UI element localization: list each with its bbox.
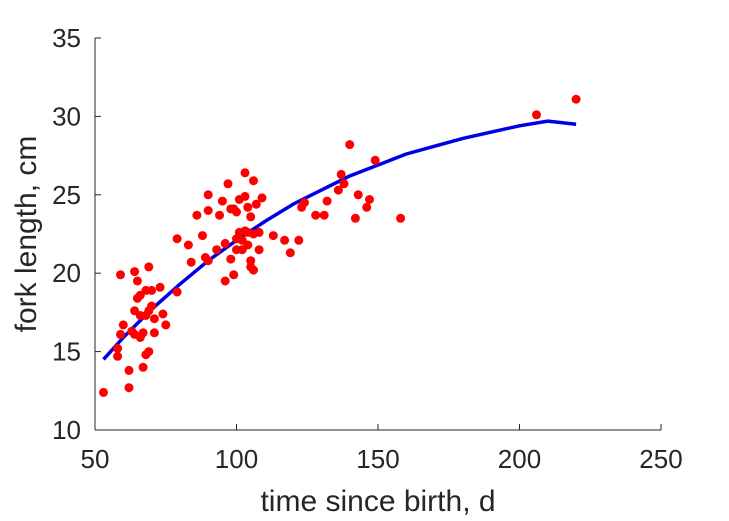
data-point	[147, 301, 157, 311]
data-point	[268, 231, 278, 241]
y-tick-label: 10	[52, 415, 81, 445]
data-point	[116, 270, 125, 280]
data-point	[144, 347, 154, 357]
data-point	[226, 254, 236, 264]
data-point	[243, 240, 253, 250]
data-point	[172, 234, 182, 244]
data-point	[257, 193, 267, 203]
data-point	[322, 196, 332, 206]
data-point	[280, 235, 290, 245]
y-tick-label: 15	[52, 337, 81, 367]
data-point	[249, 176, 258, 186]
data-point	[362, 202, 372, 212]
data-point	[333, 185, 343, 195]
data-point	[116, 329, 125, 339]
data-point	[172, 287, 182, 297]
x-axis-label: time since birth, d	[260, 485, 495, 518]
y-axis-label: fork length, cm	[10, 136, 43, 333]
data-point	[339, 179, 349, 189]
data-point	[299, 198, 309, 208]
data-point	[229, 270, 239, 280]
data-point	[246, 256, 256, 266]
data-point	[130, 267, 140, 277]
data-point	[192, 210, 202, 220]
data-point	[215, 210, 224, 220]
data-point	[251, 199, 261, 209]
data-point	[183, 240, 193, 250]
x-tick-label: 50	[81, 444, 110, 474]
y-tick-label: 35	[52, 23, 81, 53]
data-point	[124, 365, 134, 375]
data-point	[232, 207, 241, 217]
data-point	[158, 309, 168, 319]
data-point	[532, 110, 541, 120]
data-point	[336, 169, 346, 179]
data-point	[149, 328, 159, 338]
x-tick-label: 250	[639, 444, 682, 474]
data-point	[138, 328, 148, 338]
data-point	[203, 256, 213, 266]
data-point	[246, 212, 256, 222]
data-point	[223, 179, 233, 189]
y-tick-label: 30	[52, 101, 81, 131]
data-point	[240, 168, 250, 178]
data-point	[311, 210, 321, 220]
data-point	[203, 190, 213, 200]
data-point	[285, 248, 295, 258]
y-tick-label: 20	[52, 258, 81, 288]
data-point	[149, 314, 159, 324]
data-point	[118, 320, 128, 330]
data-point	[132, 276, 142, 286]
x-tick-label: 150	[356, 444, 399, 474]
x-tick-label: 200	[498, 444, 541, 474]
data-point	[198, 231, 207, 241]
data-point	[124, 383, 134, 393]
data-point	[155, 282, 165, 292]
ticks	[94, 37, 662, 431]
data-point	[350, 213, 360, 223]
data-point	[240, 191, 250, 201]
data-point	[345, 140, 355, 150]
data-point	[161, 320, 171, 330]
data-point	[144, 262, 154, 272]
data-point	[396, 213, 406, 223]
data-point	[212, 245, 222, 255]
y-tick-label: 25	[52, 180, 81, 210]
data-point	[217, 196, 227, 206]
data-point	[203, 206, 213, 215]
data-point	[254, 227, 264, 237]
data-point	[370, 155, 380, 165]
data-point	[186, 257, 196, 267]
data-point	[138, 362, 148, 372]
tick-labels: 50 100 150 200 250 10 15 20 25 30 35	[52, 23, 683, 474]
data-point	[571, 94, 581, 104]
data-points-layer	[99, 94, 581, 397]
data-point	[147, 285, 157, 295]
data-point	[220, 238, 230, 248]
data-point	[220, 276, 230, 286]
data-point	[249, 265, 258, 275]
data-point	[319, 210, 329, 220]
data-point	[294, 235, 304, 245]
data-point	[99, 387, 108, 397]
data-point	[113, 344, 123, 353]
data-point	[365, 195, 374, 204]
data-point	[254, 245, 264, 255]
x-tick-label: 100	[215, 444, 258, 474]
data-point	[113, 351, 123, 361]
data-point	[353, 190, 363, 200]
data-point	[243, 202, 253, 212]
